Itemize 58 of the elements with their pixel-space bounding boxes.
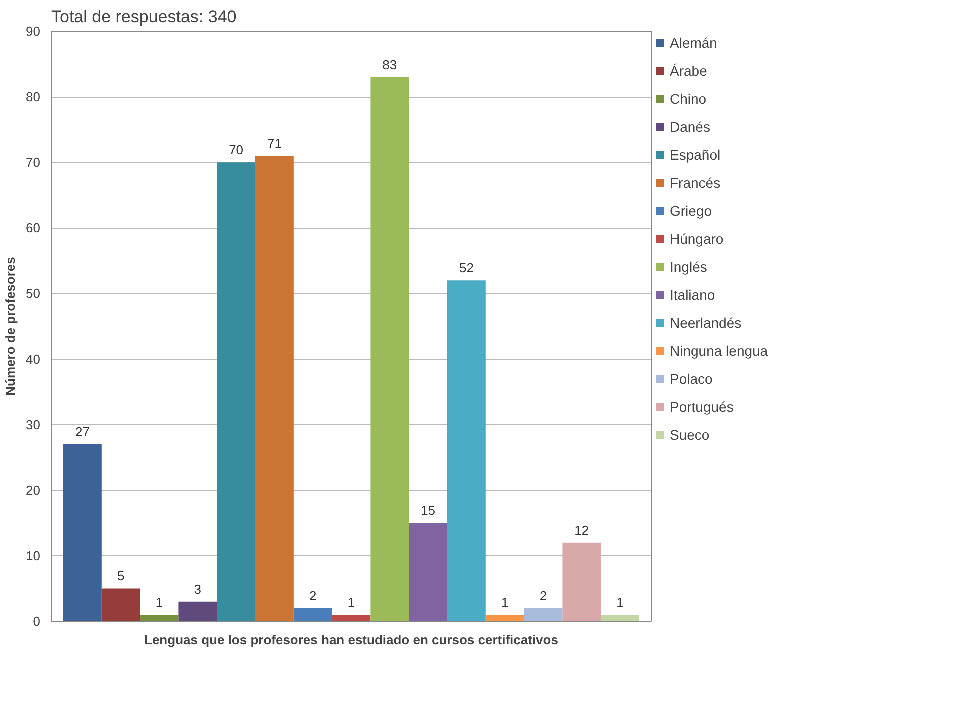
data-label: 5 [117, 568, 125, 584]
data-label: 71 [267, 136, 282, 152]
data-label: 1 [501, 594, 509, 610]
legend-label: Húngaro [670, 231, 724, 247]
data-label: 27 [75, 424, 90, 440]
data-label: 15 [421, 503, 436, 518]
legend-label: Griego [670, 203, 712, 219]
bar [140, 614, 179, 622]
data-label: 1 [348, 594, 356, 610]
y-tick-label: 0 [33, 614, 41, 629]
bar [294, 608, 332, 622]
y-tick-label: 70 [26, 155, 41, 170]
legend-label: Polaco [670, 371, 713, 387]
legend-label: Ninguna lengua [670, 343, 768, 359]
legend-label: Árabe [670, 63, 708, 79]
data-label: 3 [194, 582, 202, 597]
bar [217, 162, 256, 622]
legend-label: Español [670, 147, 721, 163]
data-label: 2 [540, 588, 548, 604]
bar [448, 280, 486, 622]
y-tick-label: 80 [26, 90, 41, 105]
legend-label: Alemán [670, 35, 718, 51]
bar [64, 444, 102, 622]
data-label: 52 [459, 260, 474, 276]
data-label: 1 [156, 594, 164, 610]
bar [409, 523, 448, 622]
y-tick-label: 60 [26, 220, 41, 236]
data-label: 2 [309, 588, 317, 604]
x-axis-title: Lenguas que los profesores han estudiado en cursos certificativos [144, 632, 558, 648]
bar [102, 588, 140, 622]
legend-label: Chino [670, 91, 707, 107]
y-tick-label: 50 [26, 286, 41, 302]
bar [178, 602, 218, 622]
bar [601, 614, 640, 622]
chart-title: Total de respuestas: 340 [52, 8, 237, 26]
legend-label: Portugués [670, 399, 734, 415]
legend-label: Neerlandés [670, 315, 742, 331]
legend-label: Italiano [670, 287, 716, 303]
legend-label: Sueco [670, 427, 710, 443]
legend-label: Inglés [670, 259, 708, 275]
y-tick-label: 40 [26, 352, 41, 367]
data-label: 83 [382, 57, 398, 72]
bar [524, 608, 563, 622]
data-label: 12 [574, 522, 590, 538]
data-label: 70 [229, 142, 244, 158]
y-tick-label: 10 [26, 548, 41, 564]
legend-label: Danés [670, 119, 710, 135]
y-tick-label: 90 [26, 24, 41, 39]
bar [562, 542, 602, 622]
bar [256, 156, 294, 622]
bar [332, 614, 371, 622]
data-label: 1 [616, 594, 624, 610]
y-tick-label: 20 [26, 482, 41, 498]
bar [370, 77, 410, 622]
bar [486, 614, 524, 622]
legend-label: Francés [670, 175, 721, 191]
y-tick-label: 30 [26, 417, 41, 432]
y-axis-title: Número de profesores [3, 257, 18, 396]
